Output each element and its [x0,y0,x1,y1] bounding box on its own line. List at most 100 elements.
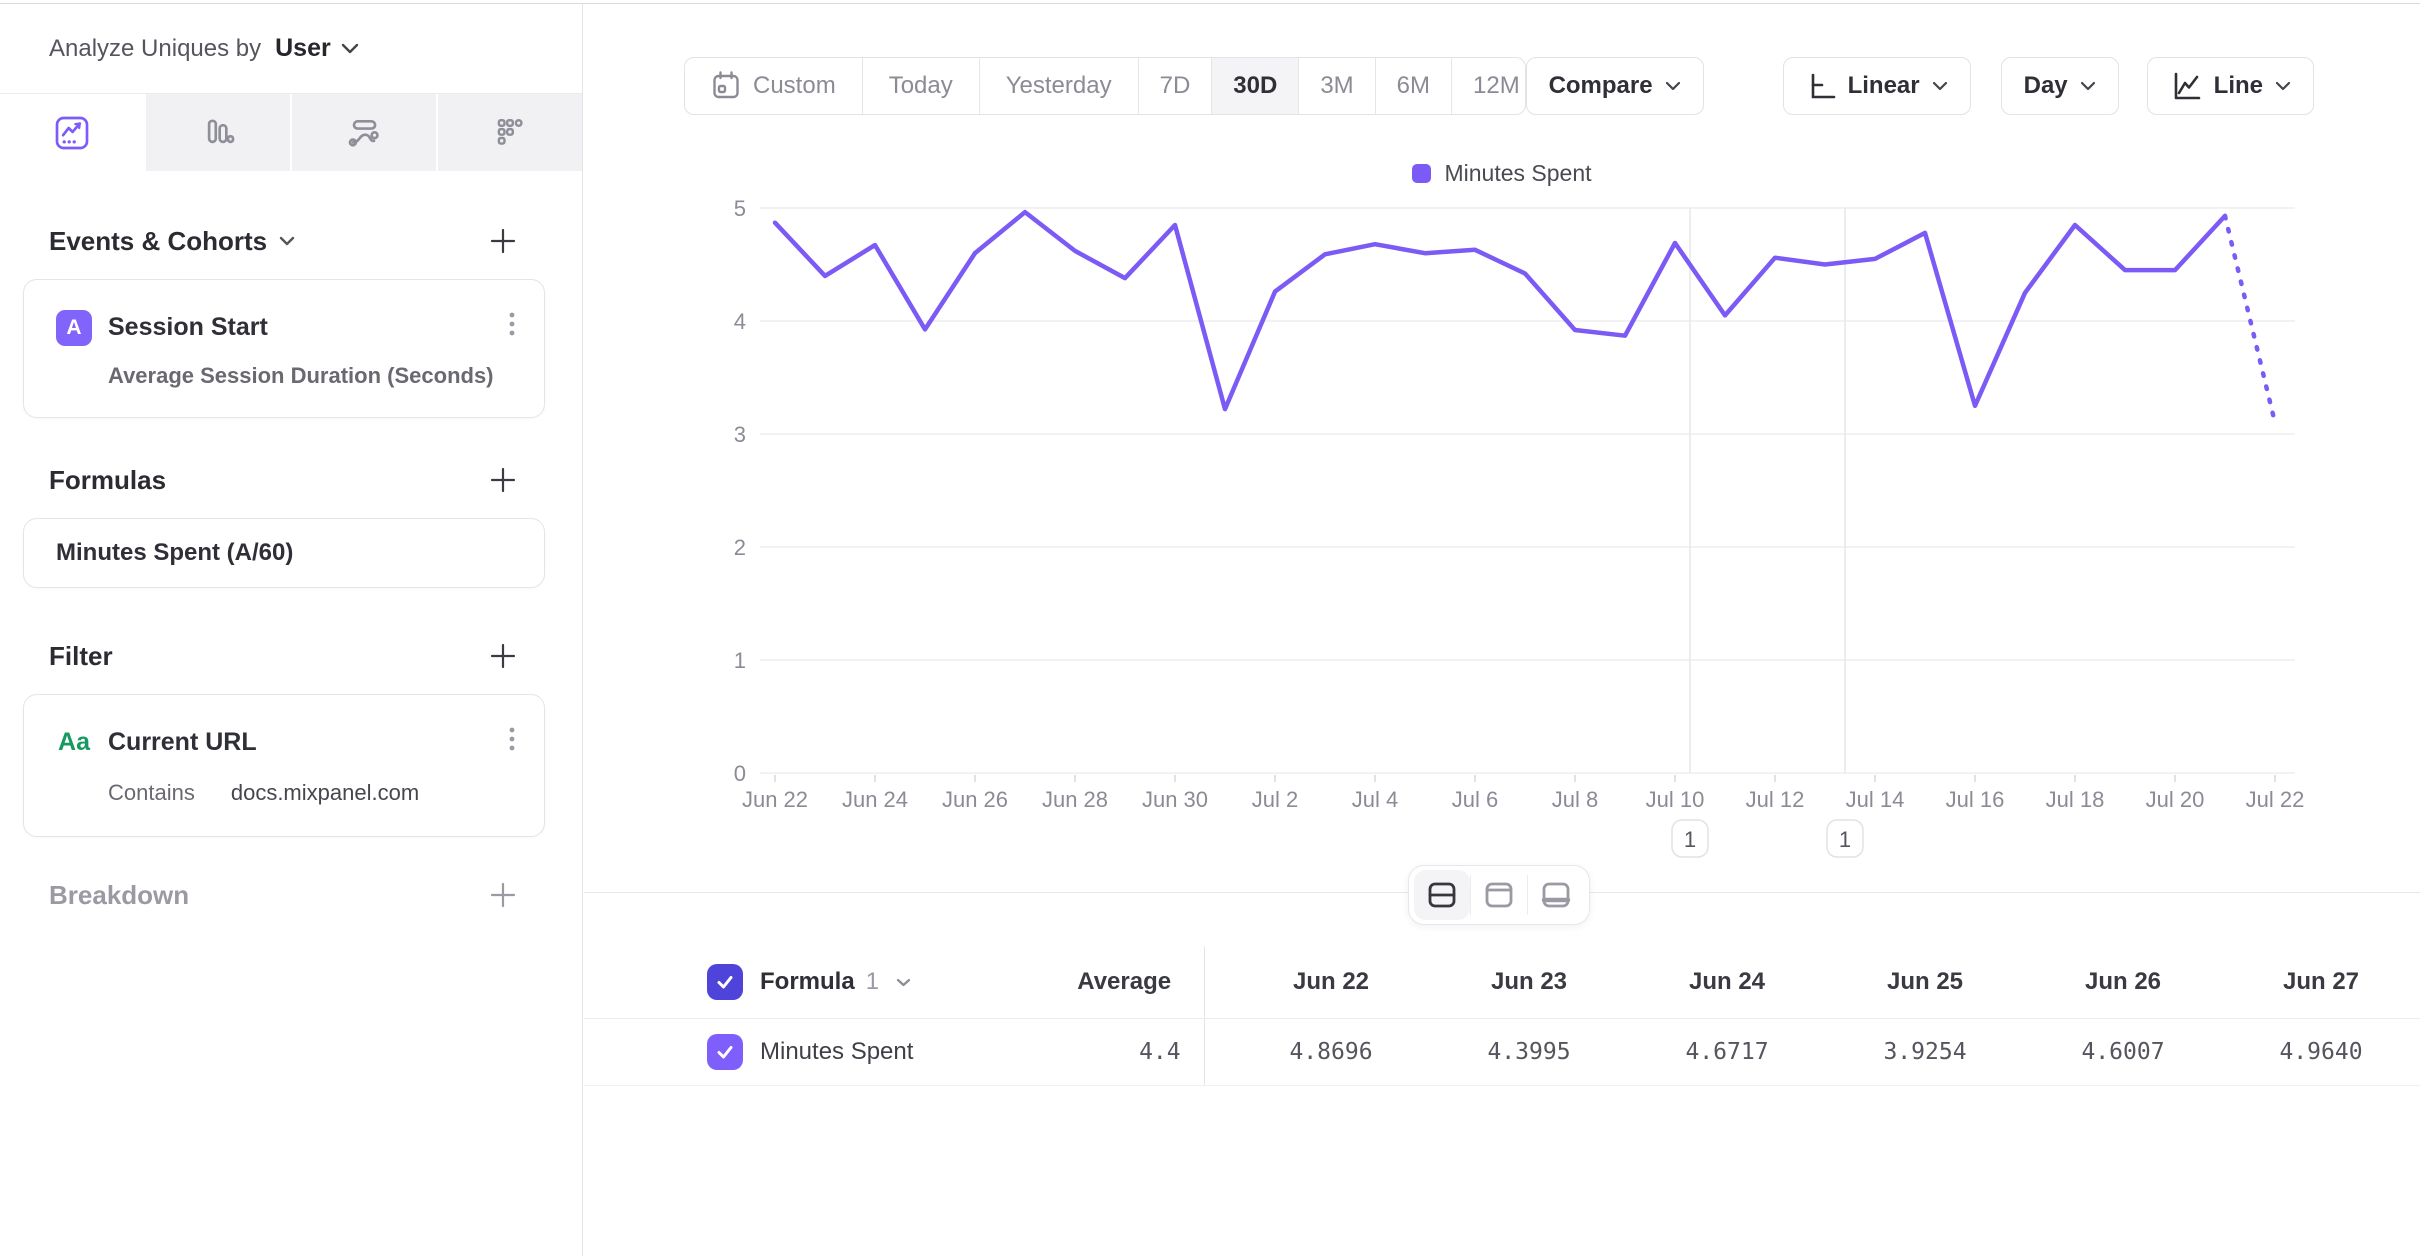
layout-table-only-button[interactable] [1528,870,1584,920]
tab-flows[interactable] [290,94,436,171]
compare-label: Compare [1548,72,1653,99]
check-icon [717,1046,733,1059]
table-col-header[interactable]: Jun 26 [2084,968,2162,995]
svg-text:Jul 20: Jul 20 [2146,787,2205,812]
event-kebab-menu[interactable] [504,306,520,349]
chart-only-icon [1485,882,1513,908]
table-cell: 3.9254 [1883,1039,1967,1065]
svg-text:1: 1 [1839,827,1851,852]
formula-name[interactable]: Minutes Spent (A/60) [56,539,294,566]
date-range-today[interactable]: Today [861,58,979,114]
report-type-tabs [0,94,582,171]
svg-text:Jun 26: Jun 26 [942,787,1008,812]
svg-text:Jul 8: Jul 8 [1552,787,1598,812]
chart-toolbar: Custom Today Yesterday 7D 30D 3M 6M 12M Compare… [684,57,2314,115]
date-range-7d[interactable]: 7D [1137,58,1212,114]
filter-card[interactable]: Aa Current URL Contains docs.mixpanel.co… [23,694,545,837]
grid-dots-icon [497,118,523,145]
table-col-header[interactable]: Jun 24 [1688,968,1766,995]
date-range-3m[interactable]: 3M [1298,58,1374,114]
table-cell: 4.6007 [2081,1039,2165,1065]
plus-icon [490,882,516,908]
svg-text:Jun 24: Jun 24 [842,787,908,812]
table-col-header[interactable]: Jun 25 [1886,968,1964,995]
insights-line-chart-icon [55,116,89,149]
event-card[interactable]: A Session Start Average Session Duration… [23,279,545,418]
filter-kebab-menu[interactable] [504,721,520,764]
date-range-12m[interactable]: 12M [1451,58,1525,114]
series-row-label[interactable]: Minutes Spent [760,1038,914,1065]
annotation-badge[interactable] [1826,819,1864,858]
split-view-icon [1428,882,1456,908]
chevron-down-icon [1932,81,1947,91]
plus-icon [490,467,516,493]
filter-header: Filter [49,640,519,672]
line-chart-icon [2174,72,2200,100]
select-all-checkbox[interactable] [707,964,743,1000]
average-column-header[interactable]: Average [1077,968,1172,995]
date-range-6m[interactable]: 6M [1374,58,1451,114]
formulas-title: Formulas [49,464,167,495]
svg-text:Jul 6: Jul 6 [1452,787,1498,812]
string-property-icon: Aa [58,728,90,756]
date-range-custom[interactable]: Custom [685,58,862,114]
date-range-yesterday[interactable]: Yesterday [978,58,1138,114]
table-spacer [1205,946,1232,1018]
chevron-down-icon[interactable] [279,236,295,246]
event-aggregation[interactable]: Average Session Duration (Seconds) [108,363,494,388]
add-event-button[interactable] [487,225,519,257]
svg-text:Jul 18: Jul 18 [2046,787,2105,812]
chevron-down-icon [2080,81,2095,91]
compare-button[interactable]: Compare [1525,57,1704,115]
tab-funnels[interactable] [144,94,290,171]
bar-chart-icon [207,118,235,143]
events-cohorts-title: Events & Cohorts [49,225,268,256]
svg-text:Jul 22: Jul 22 [2246,787,2305,812]
add-breakdown-button[interactable] [487,879,519,911]
window-top-border [0,3,2420,4]
pill-separator [1527,875,1528,915]
event-name[interactable]: Session Start [108,313,268,341]
group-index: 1 [865,968,880,995]
series-legend-label: Minutes Spent [1444,160,1592,186]
chart-legend: Minutes Spent [584,160,2420,187]
analyze-uniques-value[interactable]: User [275,34,331,62]
tab-insights[interactable] [0,94,144,171]
report-main-panel: Custom Today Yesterday 7D 30D 3M 6M 12M Compare… [584,4,2420,1256]
layout-split-button[interactable] [1414,870,1470,920]
formula-card[interactable]: Minutes Spent (A/60) [23,518,545,588]
plus-icon [490,643,516,669]
table-col-header[interactable]: Jun 27 [2282,968,2360,995]
group-label[interactable]: Formula [760,968,855,995]
pill-separator [1470,875,1471,915]
table-col-header[interactable]: Jun 22 [1292,968,1370,995]
svg-text:Jul 4: Jul 4 [1352,787,1398,812]
chevron-down-icon[interactable] [341,43,359,54]
table-col-header[interactable]: Jun 23 [1490,968,1568,995]
date-column-headers: Jun 22 Jun 23 Jun 24 Jun 25 Jun 26 Jun 27 [1232,968,2420,996]
table-header-row: Formula 1 Average Jun 22 Jun 23 Jun 24 Jun … [584,946,2420,1018]
axis-scale-button[interactable]: Linear [1782,57,1971,115]
svg-text:Jun 30: Jun 30 [1142,787,1208,812]
layout-chart-only-button[interactable] [1471,870,1527,920]
chart-type-button[interactable]: Line [2146,57,2314,115]
events-cohorts-header: Events & Cohorts [49,225,519,257]
interval-button[interactable]: Day [2000,57,2119,115]
chevron-down-icon [1665,81,1680,91]
filter-operator[interactable]: Contains [108,780,195,805]
chevron-down-icon[interactable] [896,978,911,987]
filter-value[interactable]: docs.mixpanel.com [230,780,420,805]
date-range-30d[interactable]: 30D [1211,58,1299,114]
add-formula-button[interactable] [487,464,519,496]
svg-text:Jul 14: Jul 14 [1846,787,1905,812]
annotation-badge[interactable] [1671,819,1709,858]
axis-scale-label: Linear [1847,72,1920,99]
tab-retention[interactable] [436,94,582,171]
results-table: Formula 1 Average Jun 22 Jun 23 Jun 24 Jun … [584,946,2420,1086]
line-chart[interactable]: 0 1 2 3 4 5 1 1 Jun 22 Jun 24 Jun 26 Jun 28 Jun 30 Ju… [584,134,2420,874]
row-checkbox[interactable] [707,1034,743,1070]
add-filter-button[interactable] [487,640,519,672]
interval-label: Day [2023,72,2068,99]
filter-property-name[interactable]: Current URL [108,728,257,756]
table-cell: 4.3995 [1487,1039,1571,1065]
